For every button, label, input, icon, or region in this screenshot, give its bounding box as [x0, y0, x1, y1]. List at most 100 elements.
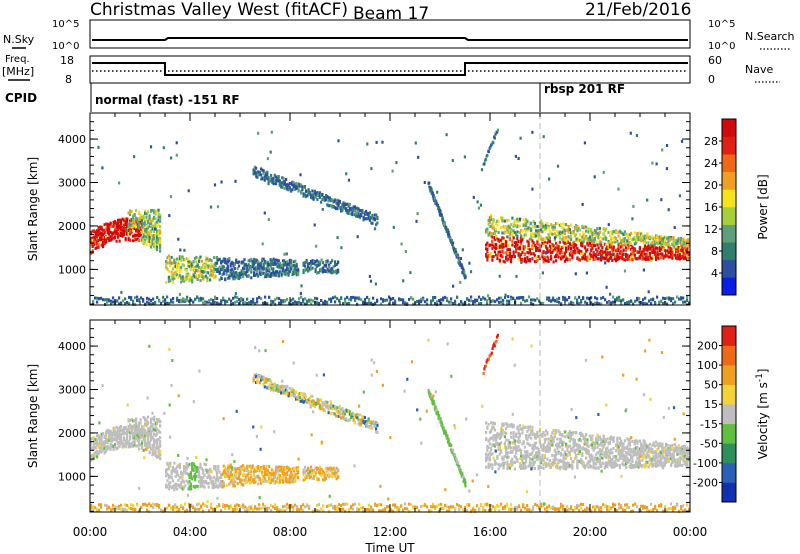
data-cell — [266, 268, 269, 272]
data-cell — [103, 446, 106, 450]
data-cell — [345, 203, 348, 207]
data-cell — [278, 297, 281, 301]
data-cell — [206, 257, 209, 261]
data-cell — [416, 212, 419, 216]
data-cell — [686, 299, 689, 302]
data-cell — [151, 417, 154, 421]
data-cell — [505, 257, 508, 261]
data-cell — [652, 244, 655, 248]
data-cell — [117, 232, 120, 235]
data-cell — [568, 242, 571, 246]
data-cell — [237, 275, 241, 279]
data-cell — [492, 219, 495, 223]
data-cell — [665, 250, 668, 254]
data-cell — [316, 259, 319, 263]
data-cell — [271, 177, 274, 181]
data-cell — [102, 228, 105, 232]
data-cell — [253, 474, 256, 477]
data-cell — [181, 487, 184, 491]
data-cell — [608, 251, 611, 254]
data-cell — [633, 231, 636, 235]
data-cell — [558, 231, 561, 235]
data-cell — [188, 279, 191, 282]
data-cell — [605, 227, 608, 231]
data-cell — [605, 247, 608, 251]
data-cell — [333, 199, 336, 203]
data-cell — [547, 224, 550, 228]
data-cell — [528, 227, 531, 231]
data-cell — [196, 296, 199, 300]
data-cell — [580, 239, 583, 243]
data-cell — [231, 478, 234, 482]
data-cell — [673, 243, 676, 247]
data-cell — [144, 423, 147, 426]
data-cell — [510, 231, 513, 235]
data-cell — [478, 295, 481, 299]
data-cell — [617, 249, 620, 253]
data-cell — [648, 251, 651, 255]
data-cell — [547, 257, 550, 261]
data-cell — [159, 444, 162, 448]
data-cell — [446, 299, 449, 303]
data-cell — [185, 275, 188, 279]
data-cell — [633, 256, 636, 260]
data-cell — [503, 230, 506, 234]
data-cell — [560, 257, 563, 261]
data-cell — [518, 231, 521, 234]
data-cell — [470, 299, 473, 303]
data-cell — [485, 230, 488, 234]
data-cell — [315, 195, 318, 199]
data-cell — [180, 268, 183, 272]
data-cell — [188, 274, 191, 278]
data-cell — [506, 258, 509, 262]
data-cell — [258, 173, 261, 177]
data-cell — [153, 234, 156, 237]
data-cell — [136, 433, 139, 437]
data-cell — [263, 211, 266, 215]
data-cell — [156, 232, 159, 236]
data-cell — [253, 260, 256, 264]
data-cell — [265, 173, 268, 177]
data-cell — [420, 297, 423, 301]
data-cell — [132, 435, 135, 439]
data-cell — [150, 222, 153, 226]
data-cell — [188, 265, 191, 269]
data-cell — [515, 247, 518, 251]
data-cell — [542, 257, 545, 261]
data-cell — [212, 301, 215, 305]
data-cell — [292, 268, 296, 272]
data-cell — [235, 468, 238, 472]
data-cell — [490, 231, 493, 235]
data-cell — [213, 485, 216, 489]
data-cell — [292, 474, 296, 478]
data-cell — [109, 444, 112, 448]
colorbar-swatch — [722, 136, 736, 155]
colorbar-swatch — [722, 277, 736, 296]
data-cell — [628, 254, 631, 258]
data-cell — [250, 276, 253, 280]
data-cell — [606, 250, 609, 254]
data-cell — [214, 485, 217, 489]
data-cell — [214, 481, 217, 485]
data-cell — [512, 222, 515, 226]
data-cell — [145, 230, 148, 234]
data-cell — [189, 473, 192, 477]
data-cell — [325, 195, 328, 199]
data-cell — [207, 475, 210, 479]
data-cell — [435, 199, 438, 203]
data-cell — [583, 253, 586, 256]
data-cell — [222, 464, 225, 468]
data-cell — [105, 228, 108, 232]
data-cell — [417, 155, 420, 159]
data-cell — [612, 245, 615, 249]
data-cell — [528, 237, 531, 241]
data-cell — [596, 232, 599, 235]
data-cell — [332, 265, 335, 269]
data-cell — [366, 295, 369, 299]
data-cell — [129, 435, 132, 439]
data-cell — [616, 252, 619, 256]
data-cell — [118, 302, 121, 306]
data-cell — [657, 256, 660, 260]
data-cell — [588, 297, 591, 301]
data-cell — [502, 302, 505, 306]
